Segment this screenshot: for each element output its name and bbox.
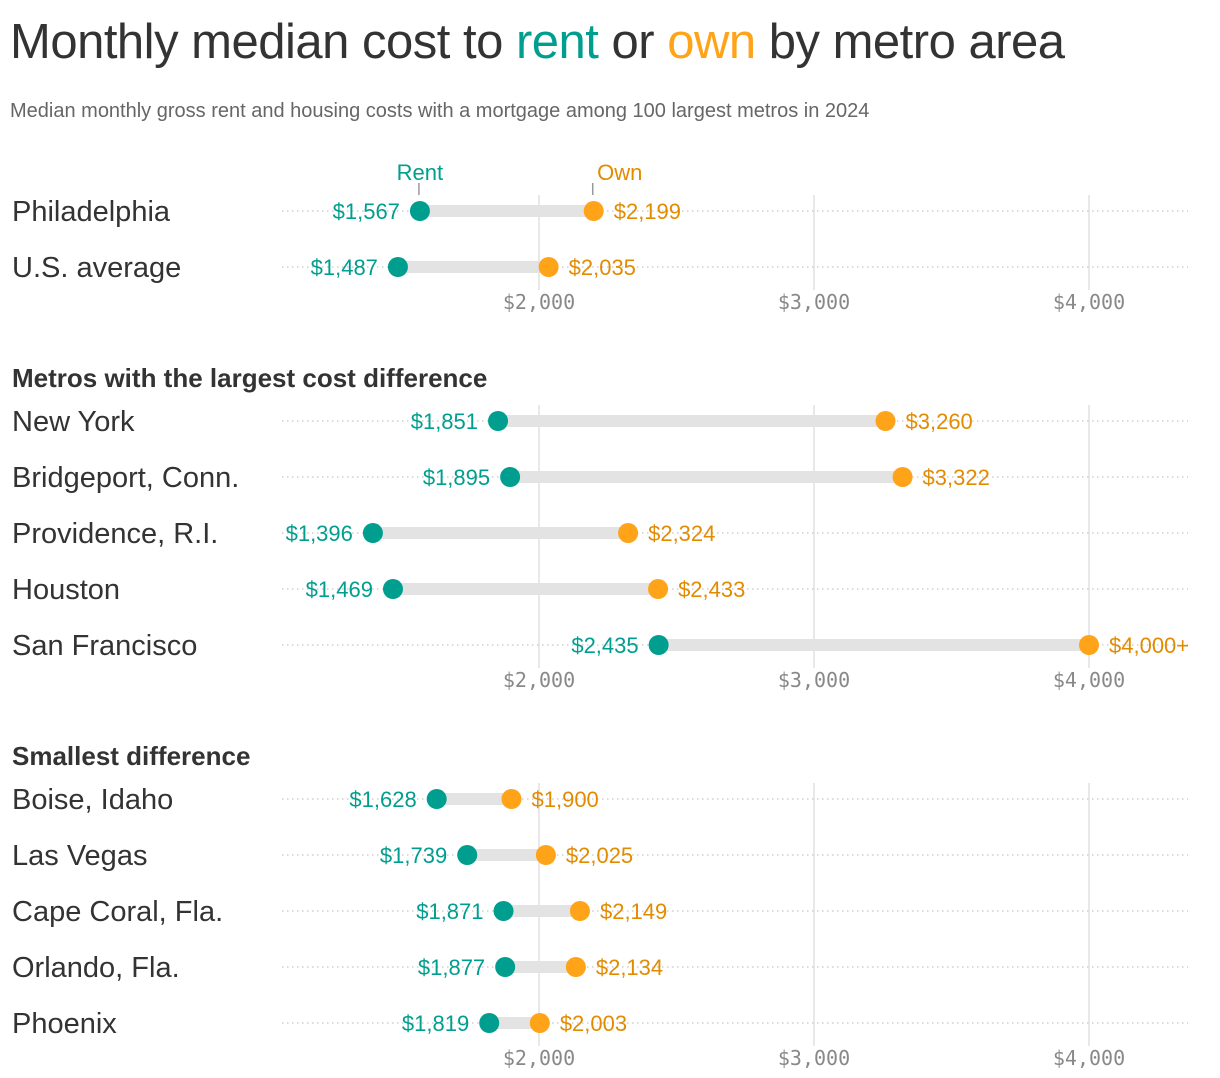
rent-value-label: $1,487 <box>311 255 378 280</box>
rent-dot <box>387 257 408 277</box>
row-label: Philadelphia <box>12 196 171 228</box>
x-tick-label: $3,000 <box>778 290 850 314</box>
own-value-label: $2,433 <box>678 577 745 602</box>
own-dot <box>569 901 590 921</box>
row-label: Las Vegas <box>12 840 147 872</box>
x-tick-label: $2,000 <box>503 290 575 314</box>
own-value-label: $2,324 <box>648 521 715 546</box>
rent-value-label: $2,435 <box>571 633 638 658</box>
row-label: Boise, Idaho <box>12 784 173 816</box>
own-value-label: $2,134 <box>596 955 663 980</box>
legend-rent: Rent <box>397 160 443 185</box>
rent-value-label: $1,739 <box>380 843 447 868</box>
rent-dot <box>500 467 521 487</box>
title-rent: rent <box>515 15 599 69</box>
rent-value-label: $1,871 <box>416 899 483 924</box>
own-value-label: $2,149 <box>600 899 667 924</box>
own-value-label: $3,322 <box>923 465 990 490</box>
x-tick-label: $2,000 <box>503 668 575 692</box>
rent-dot <box>362 523 383 543</box>
row-label: San Francisco <box>12 630 197 662</box>
rent-value-label: $1,469 <box>306 577 373 602</box>
row-label: Cape Coral, Fla. <box>12 896 223 928</box>
rent-value-label: $1,628 <box>349 787 416 812</box>
rent-dot <box>648 635 669 655</box>
x-tick-label: $4,000 <box>1053 668 1125 692</box>
rent-dot <box>488 411 509 431</box>
rent-dot <box>409 201 430 221</box>
title-text: by metro area <box>755 15 1065 69</box>
title-text: Monthly median cost to <box>10 15 516 69</box>
rent-value-label: $1,851 <box>411 409 478 434</box>
x-tick-label: $2,000 <box>503 1046 575 1070</box>
legend-own: Own <box>597 160 642 185</box>
row-label: U.S. average <box>12 252 181 284</box>
rent-value-label: $1,895 <box>423 465 490 490</box>
row-label: Orlando, Fla. <box>12 952 180 984</box>
rent-value-label: $1,877 <box>418 955 485 980</box>
row-label: New York <box>12 406 135 438</box>
x-tick-label: $3,000 <box>778 668 850 692</box>
own-dot <box>583 201 604 221</box>
rent-value-label: $1,567 <box>333 199 400 224</box>
rent-dot <box>426 789 447 809</box>
own-dot <box>1079 635 1099 655</box>
row-label: Houston <box>12 574 120 606</box>
row-label: Bridgeport, Conn. <box>12 462 239 494</box>
rent-dot <box>382 579 403 599</box>
own-value-label: $3,260 <box>906 409 973 434</box>
own-dot <box>538 257 559 277</box>
rent-dot <box>457 845 478 865</box>
own-dot <box>529 1013 550 1033</box>
x-tick-label: $3,000 <box>778 1046 850 1070</box>
own-dot <box>565 957 586 977</box>
own-dot <box>648 579 669 599</box>
own-dot <box>892 467 913 487</box>
x-tick-label: $4,000 <box>1053 1046 1125 1070</box>
row-label: Providence, R.I. <box>12 518 218 550</box>
title-text: or <box>598 15 668 69</box>
rent-dot <box>493 901 514 921</box>
own-value-label: $2,003 <box>560 1011 627 1036</box>
rent-value-label: $1,819 <box>402 1011 469 1036</box>
panel-heading: Smallest difference <box>12 741 250 771</box>
rent-value-label: $1,396 <box>286 521 353 546</box>
own-dot <box>875 411 896 431</box>
row-label: Phoenix <box>12 1008 117 1040</box>
own-dot <box>535 845 556 865</box>
x-tick-label: $4,000 <box>1053 290 1125 314</box>
own-value-label: $4,000+ <box>1109 633 1189 658</box>
own-value-label: $1,900 <box>532 787 599 812</box>
rent-dot <box>495 957 516 977</box>
own-value-label: $2,035 <box>569 255 636 280</box>
title-own: own <box>667 15 756 69</box>
chart-title: Monthly median cost to rent or own by me… <box>10 14 1065 70</box>
own-value-label: $2,025 <box>566 843 633 868</box>
panel-heading: Metros with the largest cost difference <box>12 363 487 393</box>
chart-subtitle: Median monthly gross rent and housing co… <box>10 100 870 122</box>
own-value-label: $2,199 <box>614 199 681 224</box>
rent-dot <box>479 1013 500 1033</box>
own-dot <box>501 789 522 809</box>
own-dot <box>618 523 639 543</box>
